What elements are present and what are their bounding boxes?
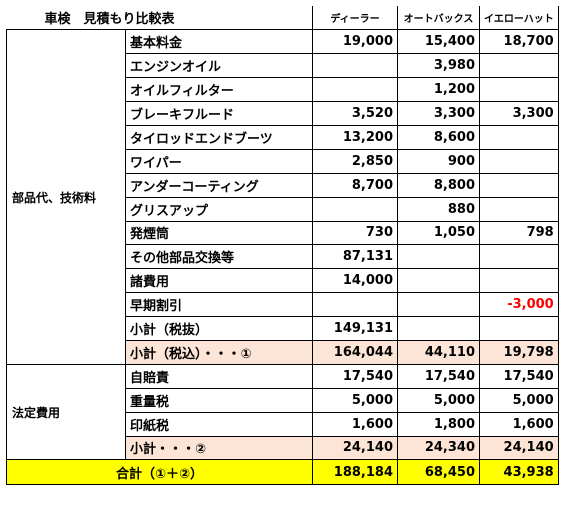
value-cell [312, 292, 398, 318]
item-label: その他部品交換等 [125, 244, 313, 270]
value-cell: 3,980 [397, 53, 480, 79]
table-row: 重量税 5,000 5,000 5,000 [7, 387, 559, 413]
item-label: 基本料金 [125, 29, 313, 55]
shop-header-autobacs: オートバックス [397, 6, 480, 31]
value-cell: 17,540 [479, 363, 559, 389]
item-label: 発煙筒 [125, 220, 313, 246]
value-cell [479, 124, 559, 150]
value-cell: 14,000 [312, 268, 398, 294]
category-cell: 法定費用 [6, 363, 126, 461]
estimate-comparison-table: 車検 見積もり比較表 ディーラー オートバックス イエローハット 部品代、技術料… [6, 6, 559, 485]
value-cell: 19,798 [479, 339, 559, 365]
value-cell [479, 53, 559, 79]
value-cell: 18,700 [479, 29, 559, 55]
table-row: 発煙筒 730 1,050 798 [7, 220, 559, 246]
value-cell: 1,050 [397, 220, 480, 246]
value-cell [479, 148, 559, 174]
table-row: 印紙税 1,600 1,800 1,600 [7, 411, 559, 437]
value-cell [479, 316, 559, 341]
value-cell: 798 [479, 220, 559, 246]
category-cell: 部品代、技術料 [6, 29, 126, 365]
value-cell [312, 196, 398, 222]
header-row: 車検 見積もり比較表 ディーラー オートバックス イエローハット [6, 6, 559, 31]
item-label: アンダーコーティング [125, 172, 313, 198]
table-row: タイロッドエンドブーツ 13,200 8,600 [7, 124, 559, 150]
value-cell: 17,540 [312, 363, 398, 389]
item-label: 早期割引 [125, 292, 313, 318]
value-cell [397, 316, 480, 341]
value-cell: 900 [397, 148, 480, 174]
value-cell: 8,600 [397, 124, 480, 150]
table-row: 法定費用 自賠責 17,540 17,540 17,540 [6, 363, 559, 461]
value-cell: 3,520 [312, 101, 398, 126]
total-value: 43,938 [479, 459, 559, 485]
item-label: 重量税 [125, 387, 313, 413]
value-cell: 5,000 [312, 387, 398, 413]
value-cell: 149,131 [312, 316, 398, 341]
item-label: 小計（税抜） [125, 316, 313, 341]
value-cell: 15,400 [397, 29, 480, 55]
total-row: 合計（①＋②） 188,184 68,450 43,938 [6, 459, 559, 485]
item-label: エンジンオイル [125, 53, 313, 79]
subtotal-row: 小計（税込）・・・① 164,044 44,110 19,798 [7, 339, 559, 365]
value-cell: 17,540 [397, 363, 480, 389]
value-cell: 3,300 [397, 101, 480, 126]
item-label: 小計・・・② [125, 435, 313, 461]
value-cell: 24,140 [479, 435, 559, 461]
value-cell [312, 53, 398, 79]
table-title: 車検 見積もり比較表 [6, 6, 313, 31]
value-cell: 19,000 [312, 29, 398, 55]
value-cell [479, 244, 559, 270]
item-label: 印紙税 [125, 411, 313, 437]
value-cell: 730 [312, 220, 398, 246]
value-cell: 24,140 [312, 435, 398, 461]
value-cell: 8,800 [397, 172, 480, 198]
value-cell: 3,300 [479, 101, 559, 126]
value-cell: 1,600 [479, 411, 559, 437]
value-cell: 44,110 [397, 339, 480, 365]
value-cell: 880 [397, 196, 480, 222]
value-cell: 164,044 [312, 339, 398, 365]
item-label: 諸費用 [125, 268, 313, 294]
value-cell [397, 268, 480, 294]
total-value: 68,450 [397, 459, 480, 485]
value-cell [479, 196, 559, 222]
table-row: ワイパー 2,850 900 [7, 148, 559, 174]
shop-header-dealer: ディーラー [312, 6, 398, 31]
value-cell: 2,850 [312, 148, 398, 174]
value-cell: 1,600 [312, 411, 398, 437]
item-label: オイルフィルター [125, 77, 313, 103]
value-cell [479, 172, 559, 198]
value-cell: 5,000 [479, 387, 559, 413]
value-cell [397, 244, 480, 270]
table-row: 早期割引 -3,000 [7, 292, 559, 318]
value-cell: 13,200 [312, 124, 398, 150]
item-label: タイロッドエンドブーツ [125, 124, 313, 150]
value-cell: 5,000 [397, 387, 480, 413]
value-cell [479, 268, 559, 294]
value-cell [312, 77, 398, 103]
table-row: 部品代、技術料 基本料金 19,000 15,400 18,700 [6, 29, 559, 365]
value-cell: -3,000 [479, 292, 559, 318]
table-row: グリスアップ 880 [7, 196, 559, 222]
value-cell: 87,131 [312, 244, 398, 270]
value-cell [397, 292, 480, 318]
value-cell: 8,700 [312, 172, 398, 198]
value-cell: 24,340 [397, 435, 480, 461]
value-cell [479, 77, 559, 103]
item-label: 小計（税込）・・・① [125, 339, 313, 365]
item-label: 自賠責 [125, 363, 313, 389]
total-value: 188,184 [312, 459, 398, 485]
item-label: ワイパー [125, 148, 313, 174]
shop-header-yellowhat: イエローハット [479, 6, 559, 31]
value-cell: 1,200 [397, 77, 480, 103]
total-label: 合計（①＋②） [6, 459, 313, 485]
value-cell: 1,800 [397, 411, 480, 437]
item-label: グリスアップ [125, 196, 313, 222]
item-label: ブレーキフルード [125, 101, 313, 126]
table-row: アンダーコーティング 8,700 8,800 [7, 172, 559, 198]
subtotal-row: 小計・・・② 24,140 24,340 24,140 [7, 435, 559, 461]
